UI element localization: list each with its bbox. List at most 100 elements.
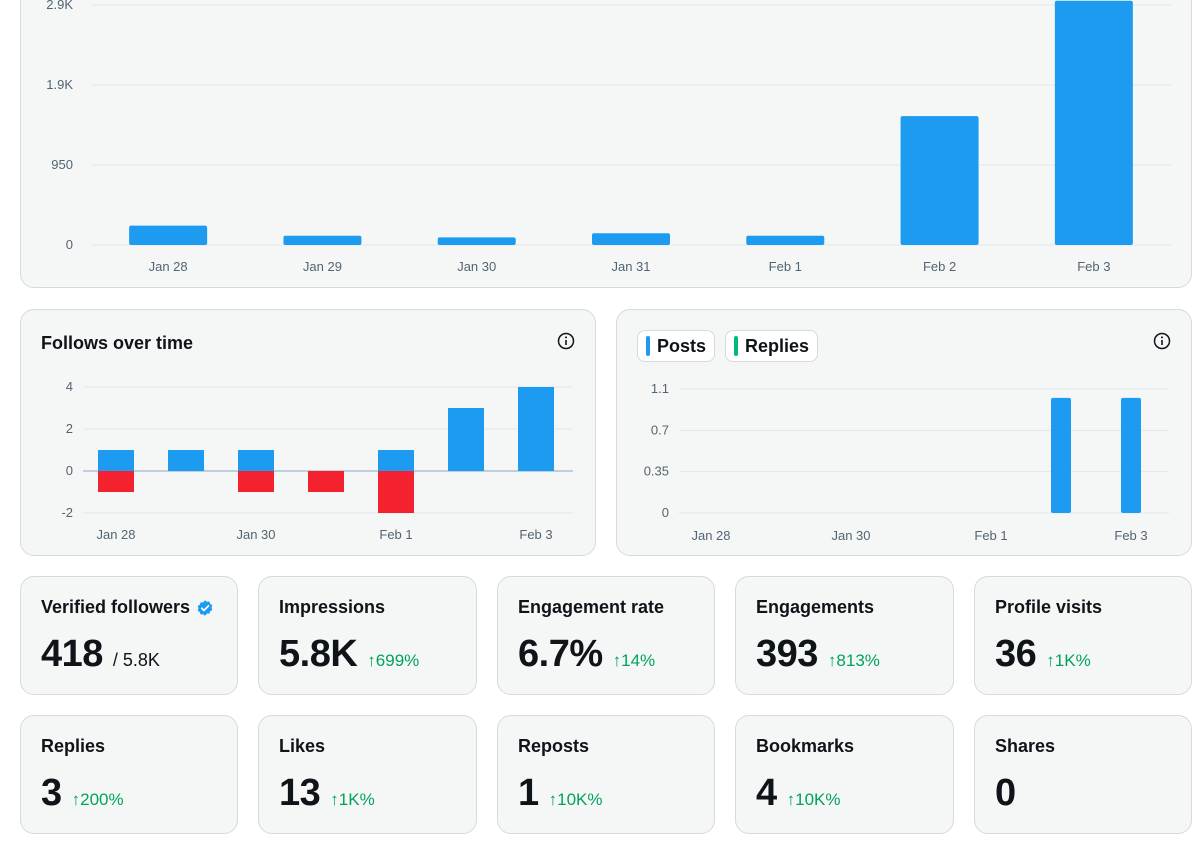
y-tick-label: 2.9K bbox=[46, 0, 73, 12]
bar bbox=[592, 233, 670, 245]
stat-title: Bookmarks bbox=[756, 736, 855, 756]
x-tick-label: Jan 28 bbox=[691, 528, 730, 543]
y-tick-label: 0 bbox=[662, 505, 669, 520]
stat-title: Impressions bbox=[279, 597, 386, 617]
bar bbox=[238, 471, 274, 492]
y-tick-label: 2 bbox=[66, 421, 73, 436]
bar bbox=[378, 450, 414, 471]
stat-card-impressions[interactable]: Impressions 5.8K ↑699% bbox=[258, 576, 477, 695]
x-tick-label: Jan 30 bbox=[831, 528, 870, 543]
posts-chart-card: Posts Replies 1.1 0.7 0.35 0 Jan 28 Jan 30 Feb… bbox=[616, 309, 1192, 556]
bar bbox=[378, 471, 414, 513]
stat-row: 5.8K ↑699% bbox=[279, 633, 419, 676]
bar bbox=[98, 471, 134, 492]
stat-change: ↑813% bbox=[827, 651, 880, 670]
stat-title: Engagement rate bbox=[518, 597, 665, 617]
stat-change: ↑1K% bbox=[330, 790, 375, 809]
bar bbox=[1051, 397, 1071, 513]
stat-card-verified-followers[interactable]: Verified followers 418 / 5.8K bbox=[20, 576, 238, 695]
stat-card-engagements[interactable]: Engagements 393 ↑813% bbox=[735, 576, 954, 695]
stat-row: 3 ↑200% bbox=[41, 772, 124, 815]
stat-value: 36 bbox=[995, 633, 1037, 675]
bar bbox=[129, 225, 208, 245]
legend-replies-toggle[interactable]: Replies bbox=[725, 330, 819, 362]
x-tick-label: Jan 30 bbox=[236, 527, 275, 542]
info-circle-icon[interactable] bbox=[557, 332, 575, 350]
stat-card-bookmarks[interactable]: Bookmarks 4 ↑10K% bbox=[735, 715, 954, 834]
bar bbox=[1121, 397, 1141, 513]
stat-title: Replies bbox=[41, 736, 106, 756]
stat-value: 1 bbox=[518, 772, 539, 814]
x-tick-label: Jan 28 bbox=[149, 259, 188, 274]
y-tick-label: 4 bbox=[66, 379, 73, 394]
stat-value: 3 bbox=[41, 772, 62, 814]
x-tick-label: Feb 1 bbox=[974, 528, 1007, 543]
stat-row: 13 ↑1K% bbox=[279, 772, 375, 815]
x-tick-label: Feb 3 bbox=[519, 527, 552, 542]
stat-row: 418 / 5.8K bbox=[41, 633, 160, 676]
x-tick-label: Jan 29 bbox=[303, 259, 342, 274]
stat-change: ↑10K% bbox=[548, 790, 603, 809]
stat-title: Reposts bbox=[518, 736, 590, 756]
bar bbox=[448, 408, 484, 471]
stat-value: 6.7% bbox=[518, 633, 603, 675]
stat-card-profile-visits[interactable]: Profile visits 36 ↑1K% bbox=[974, 576, 1192, 695]
stat-value: 393 bbox=[756, 633, 818, 675]
stat-card-engagement-rate[interactable]: Engagement rate 6.7% ↑14% bbox=[497, 576, 715, 695]
stat-title: Engagements bbox=[756, 597, 875, 617]
stat-value: 13 bbox=[279, 772, 321, 814]
posts-chart: 1.1 0.7 0.35 0 Jan 28 Jan 30 Feb 1 Feb 3 bbox=[644, 381, 1169, 543]
bar bbox=[98, 450, 134, 471]
y-tick-label: 1.9K bbox=[46, 77, 73, 92]
bar bbox=[308, 471, 344, 492]
x-tick-label: Jan 28 bbox=[96, 527, 135, 542]
bar bbox=[1054, 0, 1133, 245]
stat-title-wrap: Verified followers bbox=[41, 597, 214, 618]
x-tick-label: Feb 1 bbox=[769, 259, 802, 274]
x-tick-label: Jan 30 bbox=[457, 259, 496, 274]
stat-row: 4 ↑10K% bbox=[756, 772, 841, 815]
bar bbox=[518, 387, 554, 471]
stat-total: / 5.8K bbox=[112, 650, 160, 670]
verified-badge-icon bbox=[197, 599, 213, 616]
y-tick-label: 0.35 bbox=[644, 464, 669, 479]
info-circle-icon[interactable] bbox=[1153, 332, 1171, 350]
x-tick-label: Feb 3 bbox=[1114, 528, 1147, 543]
follows-chart-card: Follows over time 4 2 0 -2 Jan 28 Jan 30 Feb 1… bbox=[20, 309, 596, 556]
x-tick-label: Feb 1 bbox=[379, 527, 412, 542]
stat-row: 1 ↑10K% bbox=[518, 772, 603, 815]
y-tick-label: 0 bbox=[66, 237, 73, 252]
stat-row: 6.7% ↑14% bbox=[518, 633, 655, 676]
legend-posts-label: Posts bbox=[657, 335, 707, 356]
stat-card-shares[interactable]: Shares 0 bbox=[974, 715, 1192, 834]
impressions-chart-card: 2.9K 1.9K 950 0 Jan 28 Jan 29 Jan 30 Jan 31 Feb … bbox=[20, 0, 1192, 288]
stat-title: Profile visits bbox=[995, 597, 1103, 617]
stat-change: ↑10K% bbox=[786, 790, 841, 809]
impressions-chart: 2.9K 1.9K 950 0 Jan 28 Jan 29 Jan 30 Jan 31 Feb … bbox=[46, 0, 1171, 274]
legend-replies-label: Replies bbox=[745, 335, 810, 356]
legend-posts-toggle[interactable]: Posts bbox=[637, 330, 716, 362]
follows-chart-title: Follows over time bbox=[41, 333, 194, 353]
stat-value: 418 bbox=[41, 633, 103, 675]
posts-swatch bbox=[646, 336, 650, 356]
bar bbox=[168, 450, 204, 471]
stat-value: 4 bbox=[756, 772, 777, 814]
stat-title: Likes bbox=[279, 736, 326, 756]
y-tick-label: -2 bbox=[61, 505, 73, 520]
stat-card-replies[interactable]: Replies 3 ↑200% bbox=[20, 715, 238, 834]
stat-change: ↑699% bbox=[367, 651, 420, 670]
bar bbox=[238, 450, 274, 471]
stat-title: Verified followers bbox=[41, 597, 191, 617]
stat-change: ↑14% bbox=[612, 651, 656, 670]
y-tick-label: 1.1 bbox=[651, 381, 669, 396]
y-tick-label: 950 bbox=[51, 157, 73, 172]
stat-card-likes[interactable]: Likes 13 ↑1K% bbox=[258, 715, 477, 834]
stat-row: 0 bbox=[995, 772, 1026, 815]
y-tick-label: 0.7 bbox=[651, 422, 669, 437]
bar bbox=[900, 116, 979, 245]
stat-value: 0 bbox=[995, 772, 1016, 814]
bar bbox=[746, 235, 825, 245]
replies-swatch bbox=[734, 336, 738, 356]
stat-row: 36 ↑1K% bbox=[995, 633, 1091, 676]
stat-card-reposts[interactable]: Reposts 1 ↑10K% bbox=[497, 715, 715, 834]
